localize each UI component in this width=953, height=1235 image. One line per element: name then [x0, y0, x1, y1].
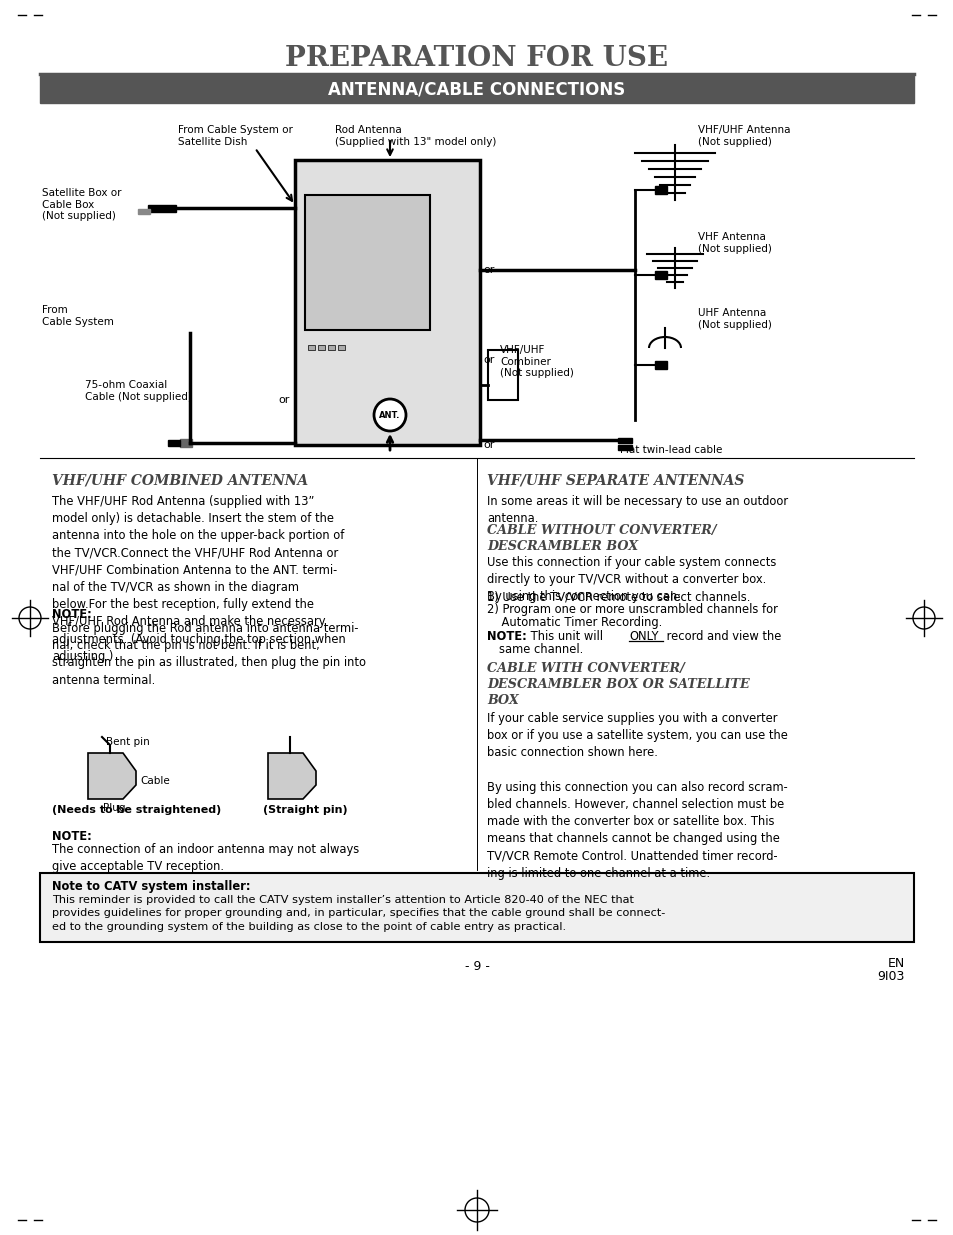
- Text: 1) Use the TV/VCR remote to select channels.: 1) Use the TV/VCR remote to select chann…: [486, 590, 750, 603]
- Text: This reminder is provided to call the CATV system installer’s attention to Artic: This reminder is provided to call the CA…: [52, 895, 664, 931]
- Bar: [138, 209, 150, 214]
- Text: EN: EN: [887, 957, 904, 969]
- Text: Satellite Box or
Cable Box
(Not supplied): Satellite Box or Cable Box (Not supplied…: [42, 188, 121, 221]
- Bar: [168, 440, 180, 446]
- Bar: [148, 205, 175, 212]
- Bar: [308, 345, 314, 350]
- Text: The VHF/UHF Rod Antenna (supplied with 13”
model only) is detachable. Insert the: The VHF/UHF Rod Antenna (supplied with 1…: [52, 495, 345, 663]
- Text: Bent pin: Bent pin: [106, 737, 150, 747]
- Text: 2) Program one or more unscrambled channels for: 2) Program one or more unscrambled chann…: [486, 603, 777, 616]
- Bar: [40, 77, 913, 103]
- Bar: [618, 445, 631, 450]
- Text: CABLE WITH CONVERTER/
DESCRAMBLER BOX OR SATELLITE
BOX: CABLE WITH CONVERTER/ DESCRAMBLER BOX OR…: [486, 662, 749, 706]
- Text: ANTENNA/CABLE CONNECTIONS: ANTENNA/CABLE CONNECTIONS: [328, 82, 625, 99]
- Text: From Cable System or
Satellite Dish: From Cable System or Satellite Dish: [178, 125, 293, 147]
- Bar: [655, 186, 666, 194]
- Text: This unit will: This unit will: [526, 630, 606, 643]
- Bar: [328, 345, 335, 350]
- Bar: [618, 438, 631, 443]
- Text: record and view the: record and view the: [662, 630, 781, 643]
- Text: Before plugging the Rod antenna into antenna termi-
nal, check that the pin is n: Before plugging the Rod antenna into ant…: [52, 622, 366, 687]
- Text: VHF/UHF SEPARATE ANTENNAS: VHF/UHF SEPARATE ANTENNAS: [486, 473, 743, 487]
- Text: Rod Antenna
(Supplied with 13" model only): Rod Antenna (Supplied with 13" model onl…: [335, 125, 496, 147]
- Text: VHF/UHF Antenna
(Not supplied): VHF/UHF Antenna (Not supplied): [698, 125, 790, 147]
- Text: or: or: [482, 266, 494, 275]
- Bar: [655, 270, 666, 279]
- Bar: [337, 345, 345, 350]
- Text: same channel.: same channel.: [498, 643, 582, 656]
- Text: VHF Antenna
(Not supplied): VHF Antenna (Not supplied): [698, 232, 771, 253]
- Text: From
Cable System: From Cable System: [42, 305, 113, 326]
- Bar: [655, 361, 666, 369]
- Bar: [317, 345, 325, 350]
- Text: PREPARATION FOR USE: PREPARATION FOR USE: [285, 44, 668, 72]
- Bar: [294, 161, 479, 445]
- Text: NOTE:: NOTE:: [52, 608, 91, 621]
- Text: VHF/UHF COMBINED ANTENNA: VHF/UHF COMBINED ANTENNA: [52, 473, 308, 487]
- Text: (Straight pin): (Straight pin): [263, 805, 347, 815]
- Polygon shape: [268, 753, 315, 799]
- Text: or: or: [482, 354, 494, 366]
- Bar: [488, 350, 517, 400]
- Text: 9I03: 9I03: [877, 969, 904, 983]
- Text: CABLE WITHOUT CONVERTER/
DESCRAMBLER BOX: CABLE WITHOUT CONVERTER/ DESCRAMBLER BOX: [486, 524, 716, 553]
- Text: Automatic Timer Recording.: Automatic Timer Recording.: [486, 616, 661, 629]
- Text: Flat twin-lead cable: Flat twin-lead cable: [619, 445, 721, 454]
- Text: 75-ohm Coaxial
Cable (Not supplied): 75-ohm Coaxial Cable (Not supplied): [85, 380, 192, 401]
- Text: Note to CATV system installer:: Note to CATV system installer:: [52, 881, 251, 893]
- Circle shape: [374, 399, 406, 431]
- Text: Cable: Cable: [140, 776, 170, 785]
- Bar: [40, 873, 913, 942]
- Text: NOTE:: NOTE:: [52, 830, 91, 844]
- Text: VHF/UHF
Combiner
(Not supplied): VHF/UHF Combiner (Not supplied): [499, 345, 574, 378]
- Text: or: or: [482, 440, 494, 450]
- Text: UHF Antenna
(Not supplied): UHF Antenna (Not supplied): [698, 308, 771, 330]
- Polygon shape: [88, 753, 136, 799]
- Text: ONLY: ONLY: [628, 630, 658, 643]
- Text: - 9 -: - 9 -: [464, 960, 489, 973]
- Bar: [180, 438, 192, 447]
- Text: If your cable service supplies you with a converter
box or if you use a satellit: If your cable service supplies you with …: [486, 713, 787, 879]
- Text: The connection of an indoor antenna may not always
give acceptable TV reception.: The connection of an indoor antenna may …: [52, 844, 359, 873]
- Text: Plug: Plug: [103, 803, 126, 813]
- Text: ANT.: ANT.: [379, 410, 400, 420]
- Text: Use this connection if your cable system connects
directly to your TV/VCR withou: Use this connection if your cable system…: [486, 556, 776, 604]
- Bar: [305, 195, 430, 330]
- Text: or: or: [278, 395, 290, 405]
- Text: (Needs to be straightened): (Needs to be straightened): [52, 805, 221, 815]
- Text: NOTE:: NOTE:: [486, 630, 526, 643]
- Text: In some areas it will be necessary to use an outdoor
antenna.: In some areas it will be necessary to us…: [486, 495, 787, 525]
